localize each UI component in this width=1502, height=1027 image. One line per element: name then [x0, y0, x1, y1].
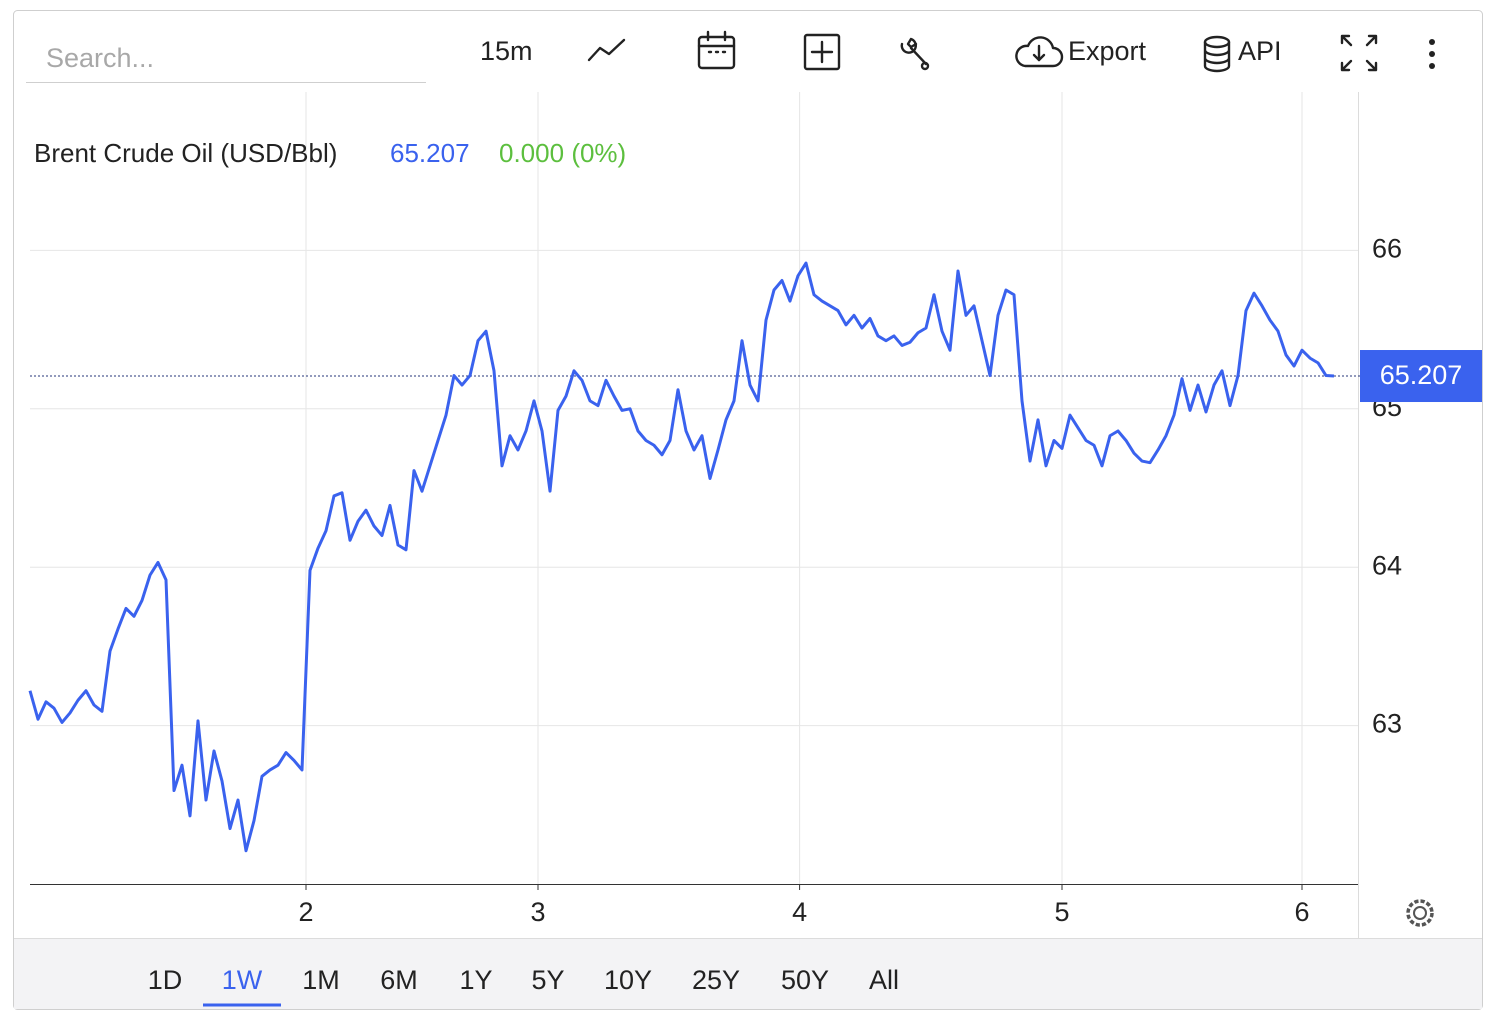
range-button[interactable]: 25Y — [692, 965, 740, 995]
search-input[interactable]: Search... — [46, 43, 154, 73]
api-icon[interactable] — [1203, 35, 1231, 73]
price-line — [28, 261, 1335, 853]
range-button[interactable]: 5Y — [531, 965, 564, 995]
last-price-tag-label: 65.207 — [1380, 360, 1463, 390]
chart-type-icon[interactable] — [587, 38, 626, 62]
settings-icon[interactable] — [1406, 899, 1434, 927]
x-tick-label: 3 — [530, 897, 545, 927]
add-indicator-icon[interactable] — [803, 33, 841, 71]
fullscreen-icon[interactable] — [1340, 34, 1378, 72]
grid — [30, 92, 1358, 884]
x-tick-label: 6 — [1294, 897, 1309, 927]
calendar-icon[interactable] — [697, 30, 736, 70]
frame — [13, 10, 1483, 1010]
x-tick-label: 5 — [1054, 897, 1069, 927]
range-button[interactable]: 6M — [380, 965, 418, 995]
range-button[interactable]: 1W — [222, 965, 263, 995]
series-name: Brent Crude Oil (USD/Bbl) — [34, 138, 337, 168]
x-tick-label: 2 — [298, 897, 313, 927]
menu-icon[interactable] — [1429, 39, 1435, 69]
range-button[interactable]: 1M — [302, 965, 340, 995]
last-price-tag — [1360, 350, 1482, 403]
change-percent: (0%) — [571, 138, 626, 168]
api-button[interactable]: API — [1238, 36, 1282, 66]
range-button[interactable]: 1Y — [459, 965, 492, 995]
last-price: 65.207 — [390, 138, 470, 168]
export-icon[interactable] — [1015, 36, 1064, 68]
y-tick-label: 63 — [1372, 709, 1402, 739]
tools-icon[interactable] — [900, 37, 930, 71]
range-button[interactable]: All — [869, 965, 899, 995]
price-change: 0.000 (0%) — [499, 138, 626, 168]
export-button[interactable]: Export — [1068, 36, 1147, 66]
range-bar — [14, 938, 1482, 1009]
range-button[interactable]: 10Y — [604, 965, 652, 995]
x-tick-label: 4 — [792, 897, 807, 927]
y-tick-label: 64 — [1372, 550, 1402, 580]
interval-button[interactable]: 15m — [480, 36, 533, 66]
change-value: 0.000 — [499, 138, 564, 168]
range-button[interactable]: 50Y — [781, 965, 829, 995]
y-tick-label: 66 — [1372, 234, 1402, 264]
range-button[interactable]: 1D — [148, 965, 183, 995]
